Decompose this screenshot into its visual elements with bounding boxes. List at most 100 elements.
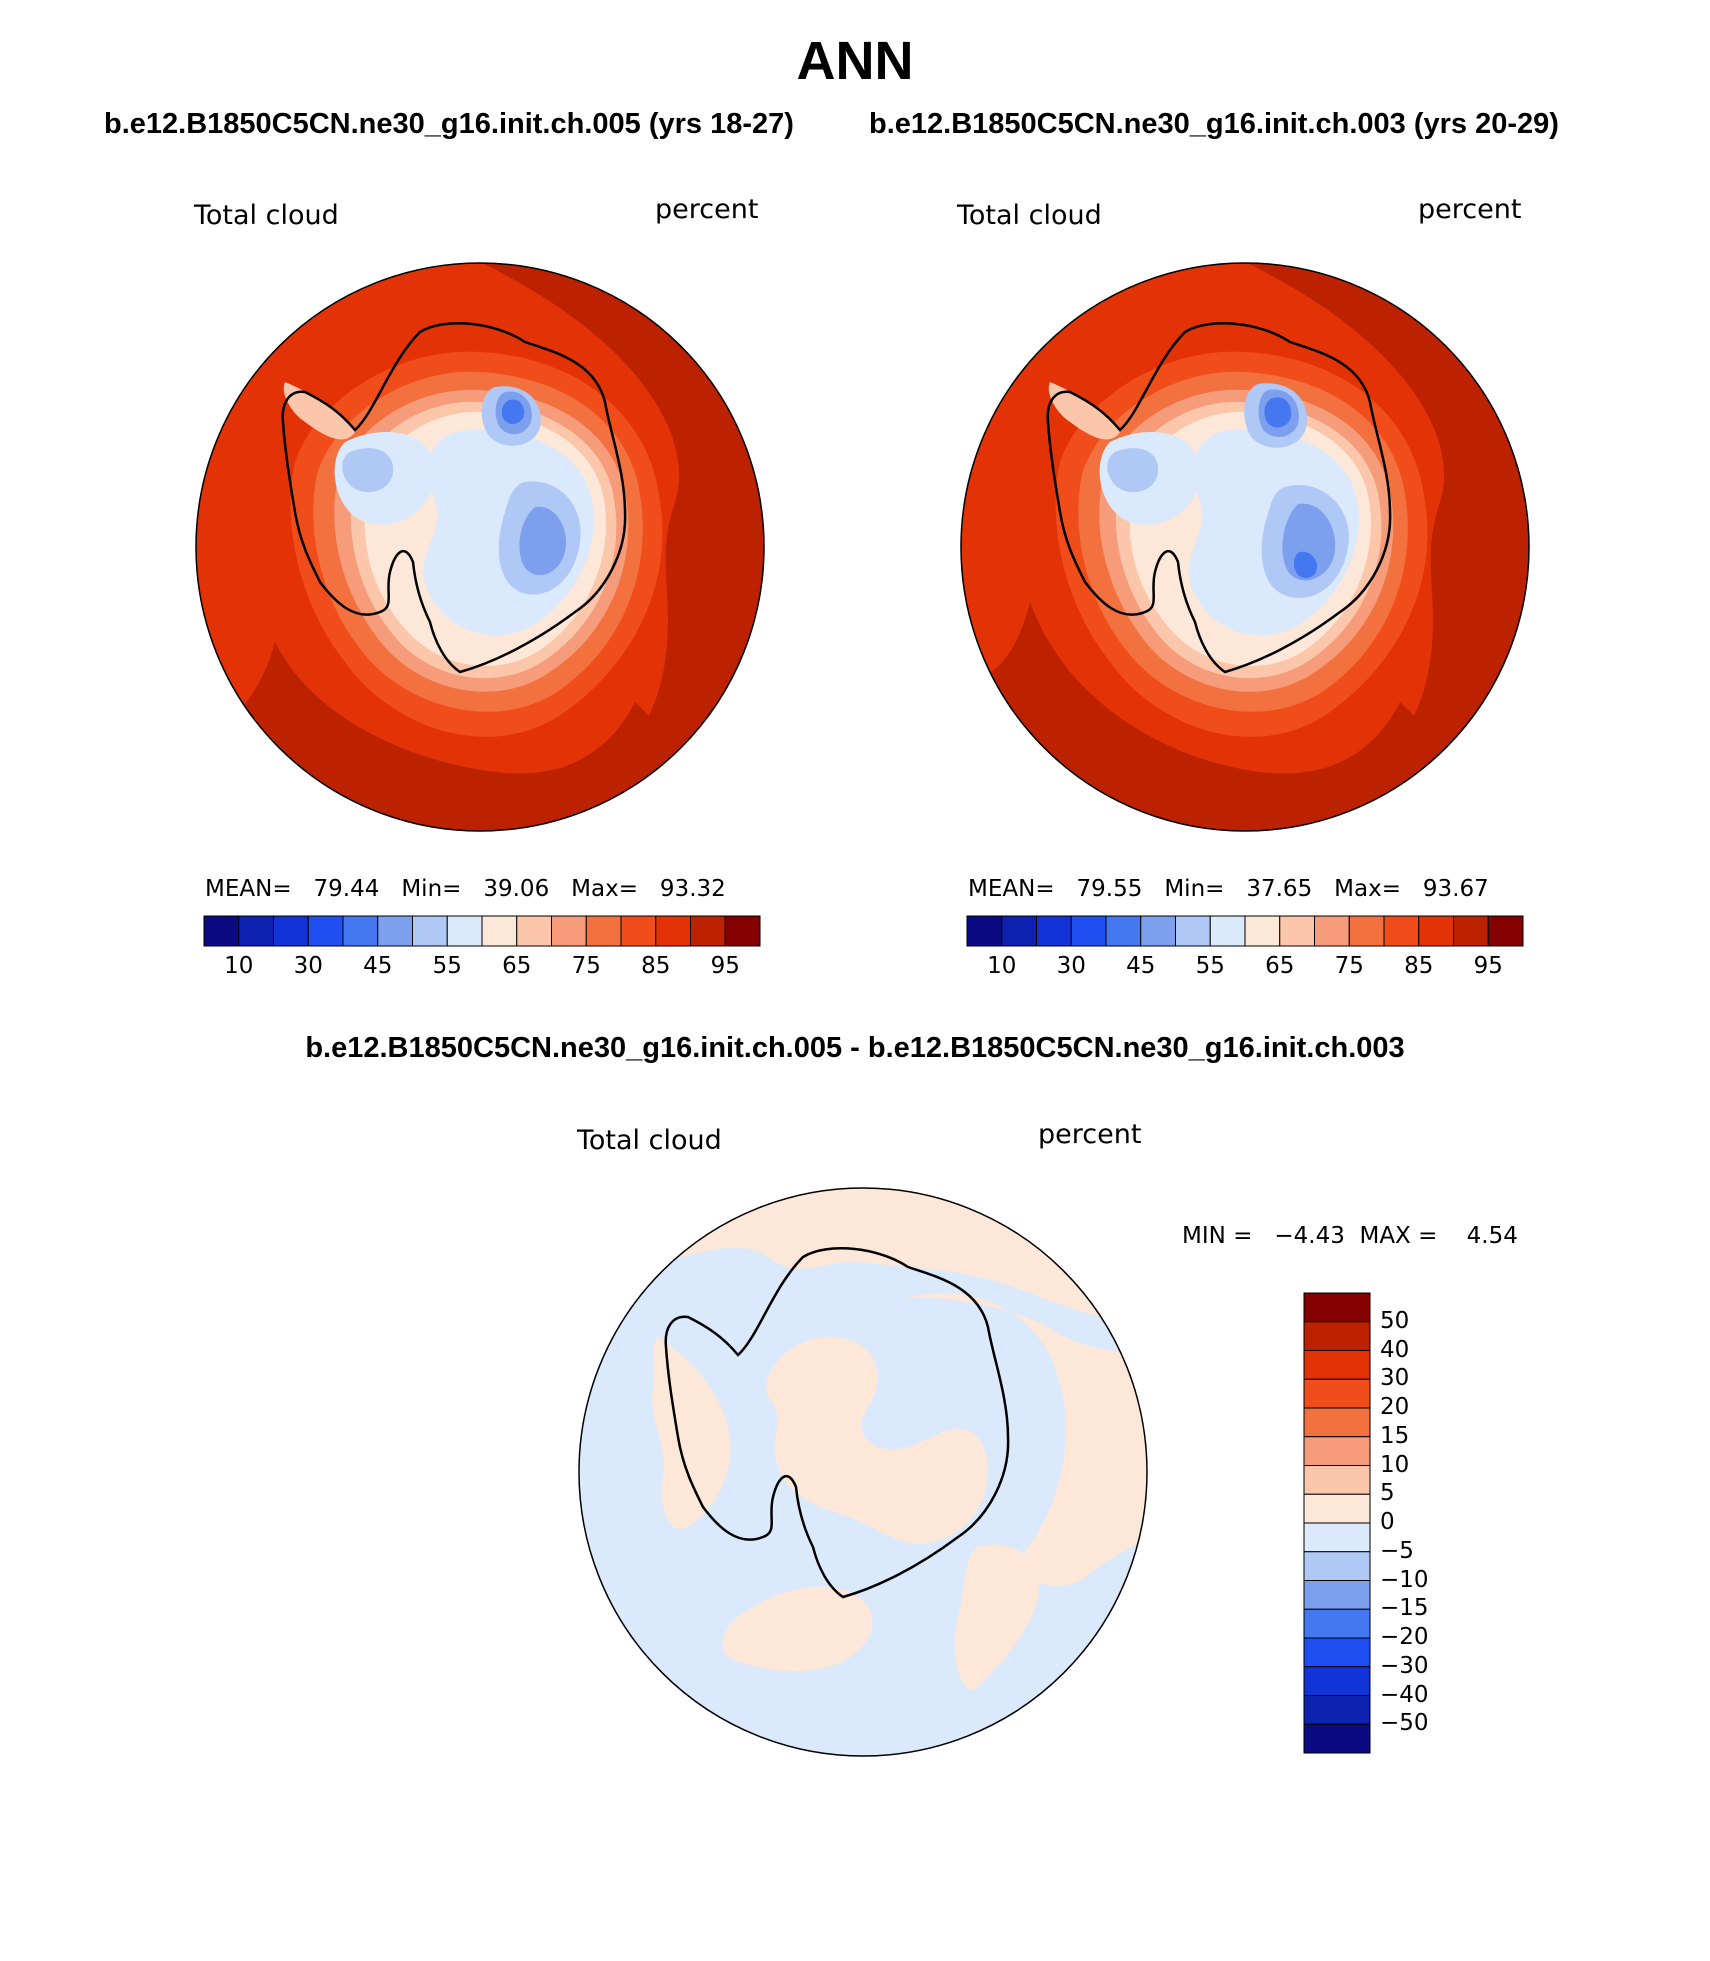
colorbar-tick-label: 55 — [1195, 953, 1225, 979]
colorbar-swatch — [1244, 915, 1281, 947]
panel2-colorbar-labels: 10 30 45 55 65 75 85 95 — [967, 953, 1523, 983]
colorbar-tick-label: 95 — [710, 953, 740, 979]
panel1-min-value: 39.06 — [483, 876, 550, 902]
colorbar-swatch — [585, 915, 622, 947]
colorbar-swatch — [1487, 915, 1524, 947]
panel2-min-value: 37.65 — [1246, 876, 1313, 902]
panel1-max-value: 93.32 — [659, 876, 726, 902]
colorbar-tick-label: 10 — [987, 953, 1017, 979]
colorbar-swatch — [1303, 1637, 1371, 1668]
diff-coastline — [664, 1247, 1010, 1599]
diff-units: percent — [1038, 1119, 1142, 1150]
colorbar-tick-label: −15 — [1380, 1595, 1429, 1622]
panel1-dark-region-b — [196, 642, 764, 831]
colorbar-swatch — [1314, 915, 1350, 947]
panel1-blue1-c — [342, 448, 394, 493]
colorbar-tick-label: 30 — [293, 953, 323, 979]
diff-pos-east — [908, 1292, 1147, 1587]
colorbar-swatch — [1303, 1580, 1371, 1610]
colorbar-tick-label: −10 — [1380, 1566, 1429, 1593]
colorbar-swatch — [1303, 1522, 1371, 1553]
panel1-max-label: Max= — [571, 876, 638, 902]
colorbar-tick-label: 95 — [1473, 953, 1503, 979]
colorbar-swatch — [203, 915, 240, 947]
diff-var-label: Total cloud — [577, 1125, 722, 1156]
colorbar-tick-label: 20 — [1380, 1394, 1410, 1420]
colorbar-tick-label: 30 — [1056, 953, 1086, 979]
colorbar-swatch — [1303, 1292, 1371, 1323]
colorbar-swatch — [238, 915, 274, 947]
colorbar-swatch — [1175, 915, 1211, 947]
subtitle-case2: b.e12.B1850C5CN.ne30_g16.init.ch.003 (yr… — [869, 108, 1559, 140]
panel1-var-label: Total cloud — [194, 200, 339, 231]
panel2-min-label: Min= — [1164, 876, 1225, 902]
figure-title: ANN — [796, 31, 914, 91]
colorbar-swatch — [1303, 1321, 1371, 1351]
colorbar-swatch — [655, 915, 691, 947]
colorbar-tick-label: 65 — [1265, 953, 1295, 979]
colorbar-swatch — [620, 915, 657, 947]
panel2-mean-label: MEAN= — [968, 876, 1055, 902]
colorbar-tick-label: 10 — [1380, 1451, 1410, 1478]
panel1-coastline — [281, 322, 627, 674]
colorbar-swatch — [446, 915, 483, 947]
diff-max-value: 4.54 — [1466, 1223, 1518, 1249]
colorbar-swatch — [1209, 915, 1246, 947]
panel2-mean-value: 79.55 — [1076, 876, 1143, 902]
panel2-dark-region-b — [961, 602, 1529, 831]
colorbar-swatch — [481, 915, 518, 947]
panel2-peninsula-peach — [1048, 382, 1120, 440]
colorbar-swatch — [1303, 1378, 1371, 1409]
panel2-polar-map — [960, 262, 1530, 832]
panel2-blue3-a — [1264, 397, 1292, 428]
colorbar-tick-label: 10 — [224, 953, 254, 979]
colorbar-swatch — [1383, 915, 1420, 947]
diff-pos-southeast — [954, 1544, 1040, 1690]
panel1-mean-label: MEAN= — [205, 876, 292, 902]
colorbar-tick-label: 85 — [641, 953, 671, 979]
colorbar-tick-label: −20 — [1380, 1624, 1429, 1650]
colorbar-swatch — [273, 915, 309, 947]
colorbar-swatch — [1303, 1407, 1371, 1438]
panel2-blue3-b — [1293, 551, 1318, 578]
colorbar-swatch — [516, 915, 552, 947]
colorbar-swatch — [966, 915, 1003, 947]
panel2-max-value: 93.67 — [1422, 876, 1489, 902]
diff-title: b.e12.B1850C5CN.ne30_g16.init.ch.005 - b… — [305, 1032, 1405, 1064]
panel1-colorbar-labels: 10 30 45 55 65 75 85 95 — [204, 953, 760, 983]
colorbar-swatch — [1348, 915, 1385, 947]
panel1-colorbar — [203, 915, 761, 947]
colorbar-swatch — [342, 915, 379, 947]
panel1-blue3 — [501, 399, 525, 424]
colorbar-tick-label: 30 — [1380, 1365, 1410, 1392]
colorbar-tick-label: 50 — [1380, 1307, 1410, 1334]
colorbar-tick-label: −5 — [1380, 1537, 1414, 1564]
colorbar-swatch — [377, 915, 413, 947]
colorbar-tick-label: 45 — [363, 953, 393, 979]
diff-colorbar-labels: 50 40 30 20 15 10 5 0 −5 −10 −15 −20 −30 −40 −50 — [1380, 1293, 1470, 1753]
colorbar-swatch — [1105, 915, 1142, 947]
colorbar-swatch — [1303, 1551, 1371, 1581]
panel1-stats: MEAN= 79.44 Min= 39.06 Max= 93.32 — [205, 876, 726, 902]
diff-stats: MIN = −4.43 MAX = 4.54 — [1182, 1223, 1518, 1249]
colorbar-tick-label: 0 — [1380, 1509, 1395, 1535]
panel2-stats: MEAN= 79.55 Min= 37.65 Max= 93.67 — [968, 876, 1489, 902]
colorbar-tick-label: 75 — [571, 953, 601, 979]
colorbar-swatch — [1303, 1723, 1371, 1754]
colorbar-swatch — [307, 915, 344, 947]
colorbar-tick-label: 85 — [1404, 953, 1434, 979]
subtitle-case1: b.e12.B1850C5CN.ne30_g16.init.ch.005 (yr… — [104, 108, 794, 140]
colorbar-swatch — [1453, 915, 1489, 947]
colorbar-swatch — [1070, 915, 1107, 947]
colorbar-swatch — [1001, 915, 1037, 947]
colorbar-swatch — [412, 915, 448, 947]
colorbar-tick-label: 55 — [432, 953, 462, 979]
panel2-max-label: Max= — [1334, 876, 1401, 902]
panel2-blue1-c — [1107, 448, 1159, 493]
panel2-colorbar — [966, 915, 1524, 947]
colorbar-swatch — [1418, 915, 1454, 947]
colorbar-swatch — [1303, 1436, 1371, 1466]
diff-min-label: MIN = — [1182, 1223, 1253, 1249]
colorbar-tick-label: 45 — [1126, 953, 1156, 979]
